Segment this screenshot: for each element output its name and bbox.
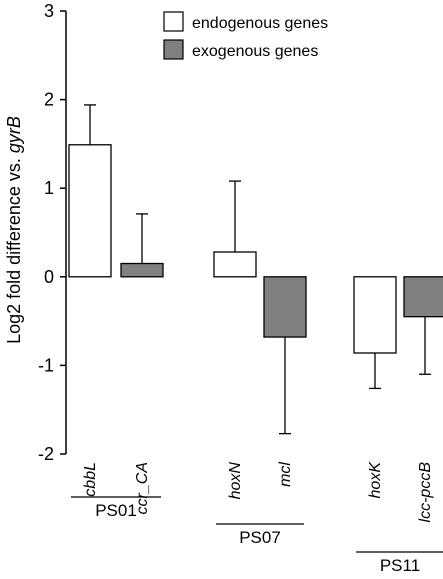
group-label-PS01: PS01	[95, 501, 137, 520]
bars	[68, 144, 443, 354]
category-label-lcc-pccB: lcc-pccB	[417, 462, 434, 523]
legend-label-0: endogenous genes	[192, 15, 328, 32]
category-label-ccr_CA: ccr_CA	[134, 462, 151, 514]
bar-lcc-pccB	[403, 276, 443, 318]
legend: endogenous genes exogenous genes	[163, 11, 328, 60]
y-tick-label: -1	[38, 355, 54, 375]
legend-swatch-1	[163, 39, 184, 60]
bar-ccr_CA	[120, 262, 164, 278]
legend-label-1: exogenous genes	[192, 43, 318, 60]
category-label-hoxK: hoxK	[367, 461, 384, 499]
bar-cbbL	[68, 144, 112, 278]
error-bars	[84, 104, 431, 435]
bar-hoxK	[353, 276, 397, 354]
y-tick-label: 2	[44, 90, 54, 110]
group-label-PS07: PS07	[239, 528, 281, 547]
group-label-PS11: PS11	[380, 556, 420, 575]
bar-mcl	[263, 276, 307, 338]
y-axis-title: Log2 fold difference vs. gyrB	[4, 116, 24, 344]
y-tick-label: 3	[44, 1, 54, 21]
y-axis: 3 2 1 0 -1 -2	[38, 1, 67, 464]
bar-hoxN	[213, 251, 257, 278]
y-tick-label: -2	[38, 444, 54, 464]
y-tick-label: 1	[44, 178, 54, 198]
y-tick-label: 0	[44, 267, 54, 287]
group-labels: PS01 PS07 PS11	[71, 496, 443, 575]
category-label-hoxN: hoxN	[227, 462, 244, 500]
category-labels: cbbL ccr_CA hoxN mcl hoxK lcc-pccB	[82, 461, 434, 523]
legend-swatch-0	[163, 11, 184, 32]
category-label-mcl: mcl	[277, 462, 294, 487]
category-label-cbbL: cbbL	[82, 462, 99, 497]
